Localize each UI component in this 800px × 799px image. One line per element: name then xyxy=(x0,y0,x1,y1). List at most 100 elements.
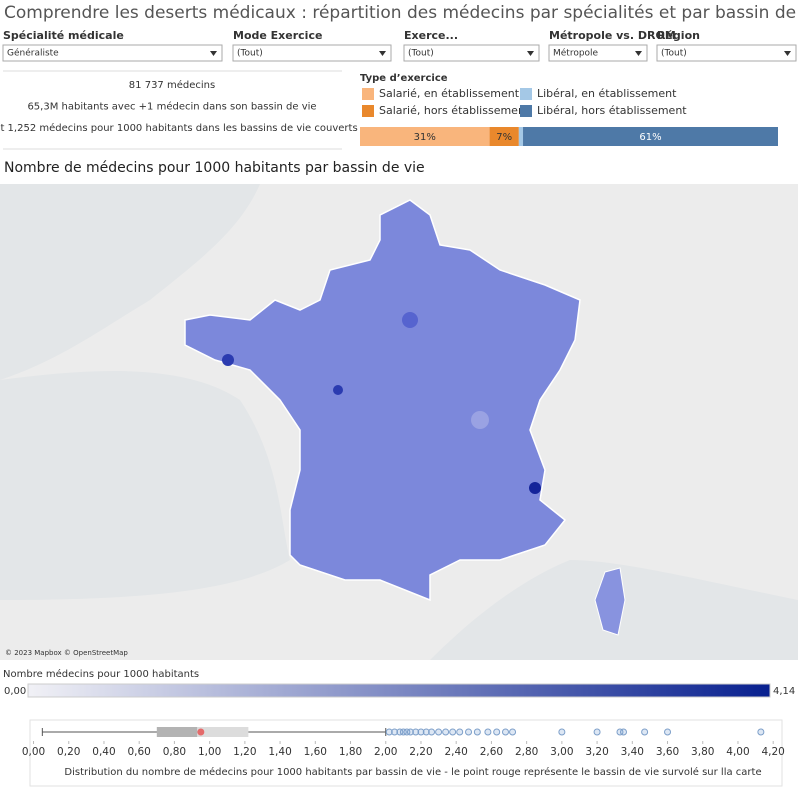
legend-swatch xyxy=(362,88,374,100)
x-tick-label: 3,40 xyxy=(621,746,644,758)
map-attribution: © 2023 Mapbox © OpenStreetMap xyxy=(5,649,128,657)
legend-title: Nombre médecins pour 1000 habitants xyxy=(3,668,199,680)
legend-swatch xyxy=(362,105,374,117)
box-lower xyxy=(156,727,198,737)
bar-segment xyxy=(489,127,519,146)
filter-label: Métropole vs. DROM xyxy=(549,29,676,42)
outlier xyxy=(502,728,510,736)
dropdown xyxy=(232,44,392,62)
x-tick-label: 1,00 xyxy=(198,746,221,758)
legend-label: Salarié, en établissement xyxy=(379,87,520,100)
outlier xyxy=(664,728,672,736)
outlier xyxy=(396,728,404,736)
x-tick-label: 0,80 xyxy=(163,746,186,758)
x-tick-label: 4,00 xyxy=(726,746,749,758)
x-tick-label: 2,20 xyxy=(409,746,432,758)
x-tick-label: 0,20 xyxy=(57,746,80,758)
dropdown-arrow xyxy=(527,51,534,56)
x-tick-label: 2,40 xyxy=(444,746,467,758)
highlight-point xyxy=(197,728,205,736)
outlier xyxy=(509,728,517,736)
bar-segment xyxy=(523,127,778,146)
x-tick-label: 2,80 xyxy=(515,746,538,758)
map-region xyxy=(529,482,541,494)
outlier xyxy=(616,728,624,736)
x-tick-label: 2,60 xyxy=(480,746,503,758)
box-frame xyxy=(29,719,783,787)
outlier xyxy=(473,728,481,736)
dropdown xyxy=(656,44,797,62)
dropdown-arrow xyxy=(210,51,217,56)
x-tick-label: 3,00 xyxy=(550,746,573,758)
x-tick-label: 3,20 xyxy=(585,746,608,758)
data-label: 7% xyxy=(496,132,512,143)
filter-label: Région xyxy=(657,29,700,42)
x-tick-label: 3,80 xyxy=(691,746,714,758)
legend-label: Libéral, en établissement xyxy=(537,87,677,100)
outlier xyxy=(619,728,627,736)
x-tick-label: 0,60 xyxy=(127,746,150,758)
outlier xyxy=(412,728,420,736)
outlier xyxy=(385,728,393,736)
x-tick-label: 0,40 xyxy=(92,746,115,758)
legend-max: 4,14 xyxy=(773,686,795,697)
x-tick-label: 3,60 xyxy=(656,746,679,758)
sea xyxy=(0,184,260,380)
dropdown-arrow xyxy=(379,51,386,56)
outlier xyxy=(757,728,765,736)
legend-swatch xyxy=(520,105,532,117)
bar-segment xyxy=(518,127,524,146)
kpi: 81 737 médecins xyxy=(129,79,215,91)
outlier xyxy=(493,728,501,736)
legend-title: Type d’exercice xyxy=(360,73,448,84)
filter-label: Exerce... xyxy=(404,29,458,42)
dropdown xyxy=(403,44,540,62)
outlier xyxy=(484,728,492,736)
dropdown-value: (Tout) xyxy=(661,49,687,59)
legend-label: Salarié, hors établissement xyxy=(379,104,530,117)
legend-min: 0,00 xyxy=(4,686,26,697)
outlier xyxy=(406,728,414,736)
color-legend xyxy=(27,683,771,698)
legend-swatch xyxy=(520,88,532,100)
data-label: 61% xyxy=(639,132,661,143)
bar-segment xyxy=(360,127,490,146)
data-label: 31% xyxy=(414,132,436,143)
box-upper xyxy=(197,727,249,737)
kpi: 65,3M habitants avec +1 médecin dans son… xyxy=(27,101,316,113)
kpi: soit 1,252 médecins pour 1000 habitants … xyxy=(0,122,358,134)
legend-label: Libéral, hors établissement xyxy=(537,104,687,117)
france-map xyxy=(184,199,581,602)
dropdown-value: (Tout) xyxy=(408,49,434,59)
outlier xyxy=(449,728,457,736)
x-axis-label: Distribution du nombre de médecins pour … xyxy=(64,766,761,778)
dropdown-value: (Tout) xyxy=(237,49,263,59)
dropdown-value: Généraliste xyxy=(7,48,59,59)
filter-label: Spécialité médicale xyxy=(3,29,124,42)
outlier xyxy=(428,728,436,736)
title: Comprendre les deserts médicaux : répart… xyxy=(4,3,800,23)
outlier xyxy=(465,728,473,736)
dropdown-arrow xyxy=(784,51,791,56)
x-tick-label: 1,80 xyxy=(339,746,362,758)
outlier xyxy=(558,728,566,736)
x-tick-label: 0,00 xyxy=(22,746,45,758)
dropdown-value: Métropole xyxy=(553,48,599,59)
outlier xyxy=(391,728,399,736)
outlier xyxy=(593,728,601,736)
outlier xyxy=(435,728,443,736)
dropdown xyxy=(2,44,223,62)
x-tick-label: 1,60 xyxy=(304,746,327,758)
map-region xyxy=(402,312,418,328)
dropdown xyxy=(548,44,648,62)
outlier xyxy=(417,728,425,736)
outlier xyxy=(641,728,649,736)
map-title: Nombre de médecins pour 1000 habitants p… xyxy=(4,160,425,176)
outlier xyxy=(403,728,411,736)
outlier xyxy=(399,728,407,736)
x-tick-label: 1,40 xyxy=(268,746,291,758)
corsica-map xyxy=(594,567,626,636)
x-tick-label: 2,00 xyxy=(374,746,397,758)
map-region xyxy=(333,385,343,395)
